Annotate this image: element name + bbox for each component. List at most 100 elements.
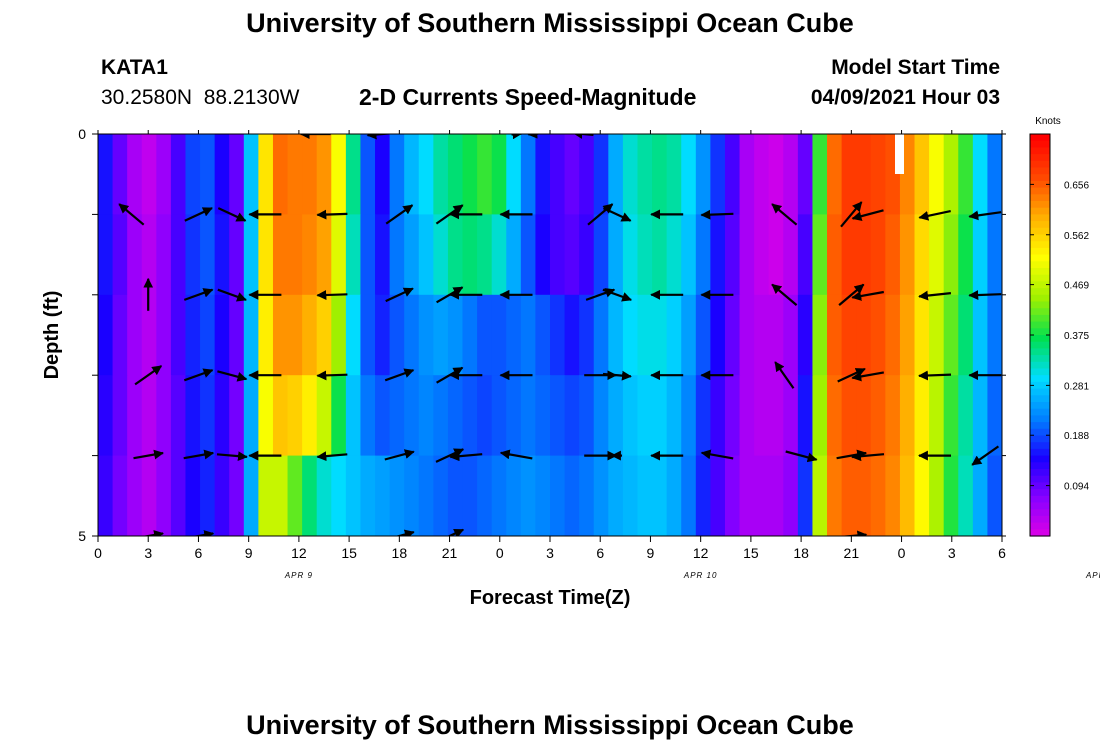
heat-cell (724, 455, 741, 536)
heat-cell (185, 455, 201, 536)
heat-cell (404, 214, 420, 296)
heat-cell (797, 134, 814, 215)
heat-cell (200, 134, 216, 215)
heat-cell (360, 294, 376, 376)
speed-heatmap (98, 134, 1002, 536)
heat-cell (899, 375, 916, 457)
heat-cell (200, 375, 216, 457)
heat-cell (520, 214, 537, 296)
current-vector (217, 370, 248, 382)
heat-cell (958, 455, 974, 536)
heat-cell (637, 375, 653, 457)
heat-cell (710, 134, 726, 215)
heat-cell (987, 134, 1002, 215)
heat-cell (622, 214, 639, 296)
heat-cell (681, 455, 697, 536)
heat-cell (185, 294, 201, 376)
colorbar-tick-label: 0.281 (1064, 381, 1089, 392)
colorbar-segment (1030, 308, 1050, 316)
heat-cell (914, 294, 930, 376)
heat-cell (535, 375, 551, 457)
heat-cell (695, 294, 711, 376)
colorbar-segment (1030, 375, 1050, 383)
heat-cell (783, 134, 799, 215)
current-vector (183, 449, 215, 460)
heat-cell (229, 375, 245, 457)
heat-cell (827, 455, 843, 536)
colorbar-segment (1030, 455, 1050, 463)
colorbar-segment (1030, 435, 1050, 443)
heat-cell (812, 294, 828, 376)
heat-cell (272, 375, 289, 457)
heat-cell (287, 294, 303, 376)
heat-cell (506, 214, 522, 296)
heat-cell (360, 134, 376, 215)
heat-cell (345, 375, 362, 457)
colorbar-segment (1030, 254, 1050, 262)
heat-cell (316, 294, 332, 376)
heat-cell (856, 455, 872, 536)
heat-cell (652, 134, 668, 215)
heat-cell (185, 214, 201, 296)
heat-cell (389, 134, 405, 215)
heat-cell (200, 214, 216, 296)
x-tick-label: 0 (898, 545, 906, 561)
x-tick-label: 0 (496, 545, 504, 561)
heat-cell (462, 214, 478, 296)
current-vector (192, 530, 215, 536)
colorbar-segment (1030, 314, 1050, 323)
heat-cell (943, 455, 959, 536)
heat-cell (870, 294, 886, 376)
heat-cell (987, 294, 1002, 376)
heat-cell (520, 455, 537, 536)
heat-cell (200, 294, 216, 376)
heat-cell (608, 375, 624, 457)
colorbar-segment (1030, 241, 1050, 249)
heat-cell (739, 375, 755, 457)
colorbar-segment (1030, 529, 1050, 537)
station-id: KATA1 (101, 56, 168, 79)
current-vector (316, 451, 348, 462)
colorbar-segment (1030, 180, 1050, 189)
colorbar-segment (1030, 187, 1050, 195)
heat-cell (943, 134, 959, 215)
heat-cell (768, 375, 784, 457)
colorbar-segment (1030, 167, 1050, 175)
heat-cell (170, 455, 187, 536)
colorbar-segment (1030, 221, 1050, 229)
heat-cell (491, 375, 507, 457)
heat-cell (710, 375, 726, 457)
current-vector (968, 290, 1002, 301)
heat-cell (331, 294, 347, 376)
current-vector (183, 368, 214, 382)
heat-cell (797, 294, 814, 376)
colorbar-segment (1030, 160, 1050, 169)
heat-cell (637, 214, 653, 296)
current-vector (118, 203, 145, 226)
heat-cell (754, 134, 770, 215)
colorbar-segment (1030, 281, 1050, 289)
heat-cell (243, 294, 259, 376)
heat-cell (535, 214, 551, 296)
heat-cell (812, 375, 828, 457)
heat-cell (856, 134, 872, 215)
heat-cell (389, 455, 405, 536)
model-start-label: Model Start Time (831, 56, 1000, 79)
heat-cell (579, 375, 595, 457)
heat-cell (331, 134, 347, 215)
heat-cell (827, 375, 843, 457)
heat-cell (827, 134, 843, 215)
heat-cell (535, 134, 551, 215)
heat-cell (214, 375, 230, 457)
heat-cell (564, 455, 580, 536)
colorbar: 0.656 0.562 0.469 0.375 0.281 0.188 0.094 (1029, 133, 1089, 537)
heat-cell (389, 294, 405, 376)
heat-cell (652, 294, 668, 376)
heat-cell (929, 134, 945, 215)
current-vector (602, 288, 633, 302)
colorbar-tick-label: 0.094 (1064, 482, 1089, 493)
heat-cell (958, 294, 974, 376)
colorbar-tick-label: 0.656 (1064, 180, 1089, 191)
heat-cell (404, 455, 420, 536)
